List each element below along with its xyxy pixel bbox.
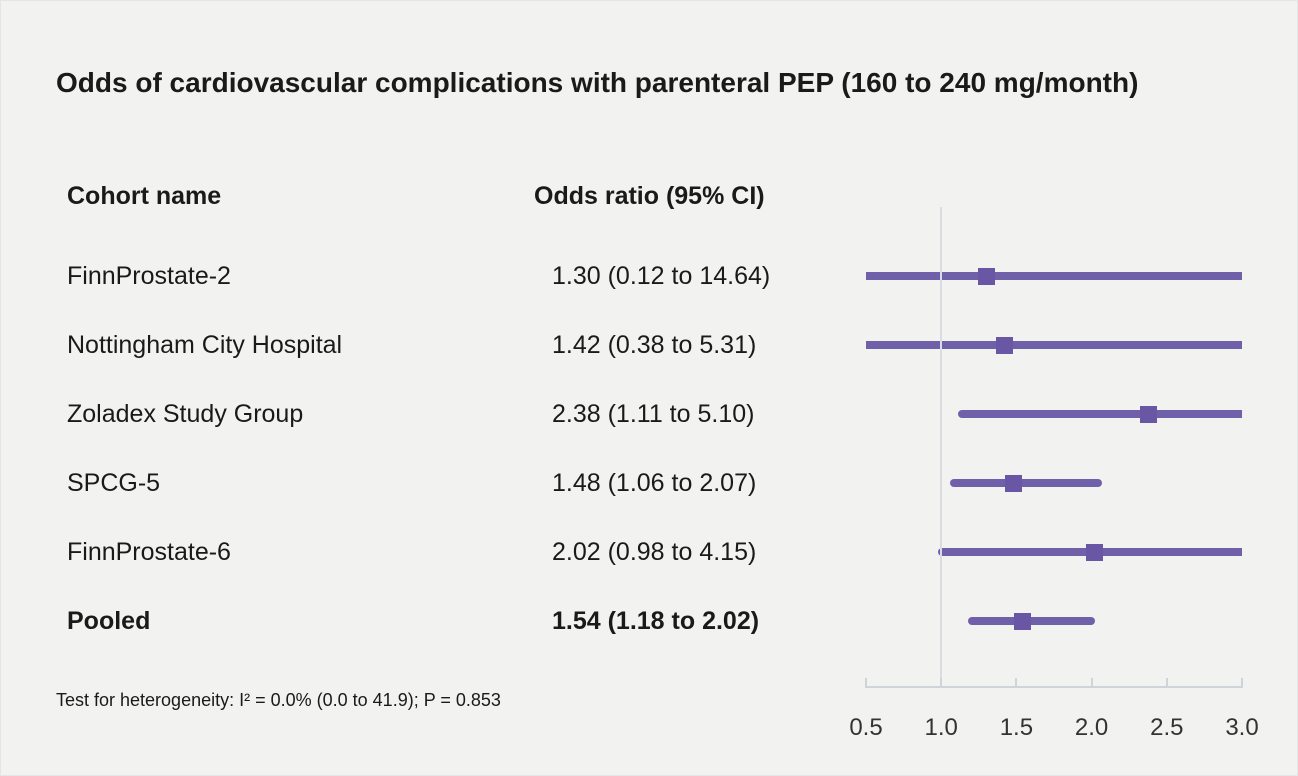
- odds-ratio-value: 2.38 (1.11 to 5.10): [552, 400, 755, 428]
- x-axis-tick: [1165, 678, 1168, 688]
- heterogeneity-footnote: Test for heterogeneity: I² = 0.0% (0.0 t…: [56, 690, 501, 710]
- cohort-label: Nottingham City Hospital: [67, 331, 343, 359]
- x-axis-tick-label: 3.0: [1225, 714, 1259, 741]
- odds-ratio-value: 2.02 (0.98 to 4.15): [552, 538, 757, 566]
- reference-line: [940, 207, 943, 688]
- x-axis-tick: [940, 678, 943, 688]
- figure-title: Odds of cardiovascular complications wit…: [56, 67, 1139, 98]
- confidence-interval-line: [957, 410, 1242, 418]
- cohort-label: SPCG-5: [67, 469, 161, 497]
- odds-ratio-value: 1.54 (1.18 to 2.02): [552, 607, 760, 635]
- column-header-odds-ratio: Odds ratio (95% CI): [534, 182, 765, 210]
- confidence-interval-line: [950, 479, 1103, 487]
- x-axis-tick-label: 0.5: [849, 714, 883, 741]
- odds-ratio-marker: [1013, 612, 1031, 630]
- odds-ratio-marker: [995, 336, 1013, 354]
- odds-ratio-marker: [977, 267, 995, 285]
- x-axis-tick: [1241, 678, 1243, 688]
- x-axis-line: [865, 686, 1243, 688]
- x-axis-tick-label: 1.0: [924, 714, 958, 741]
- x-axis-tick: [1015, 678, 1018, 688]
- odds-ratio-marker: [1004, 474, 1022, 492]
- cohort-label: Pooled: [67, 607, 151, 635]
- odds-ratio-value: 1.48 (1.06 to 2.07): [552, 469, 757, 497]
- odds-ratio-marker: [1140, 405, 1158, 423]
- confidence-interval-line: [866, 272, 1242, 280]
- odds-ratio-marker: [1086, 543, 1104, 561]
- cohort-label: FinnProstate-2: [67, 262, 231, 290]
- x-axis-tick-label: 1.5: [999, 714, 1034, 741]
- cohort-label: FinnProstate-6: [67, 538, 231, 566]
- confidence-interval-line: [968, 617, 1095, 625]
- confidence-interval-line: [866, 341, 1242, 349]
- x-axis-tick-label: 2.0: [1074, 714, 1109, 741]
- odds-ratio-value: 1.42 (0.38 to 5.31): [552, 331, 757, 359]
- x-axis-tick: [1090, 678, 1093, 688]
- odds-ratio-value: 1.30 (0.12 to 14.64): [552, 262, 771, 290]
- x-axis-tick-label: 2.5: [1150, 714, 1184, 741]
- cohort-label: Zoladex Study Group: [67, 400, 304, 428]
- column-header-cohort: Cohort name: [67, 182, 222, 210]
- x-axis-tick: [865, 678, 867, 688]
